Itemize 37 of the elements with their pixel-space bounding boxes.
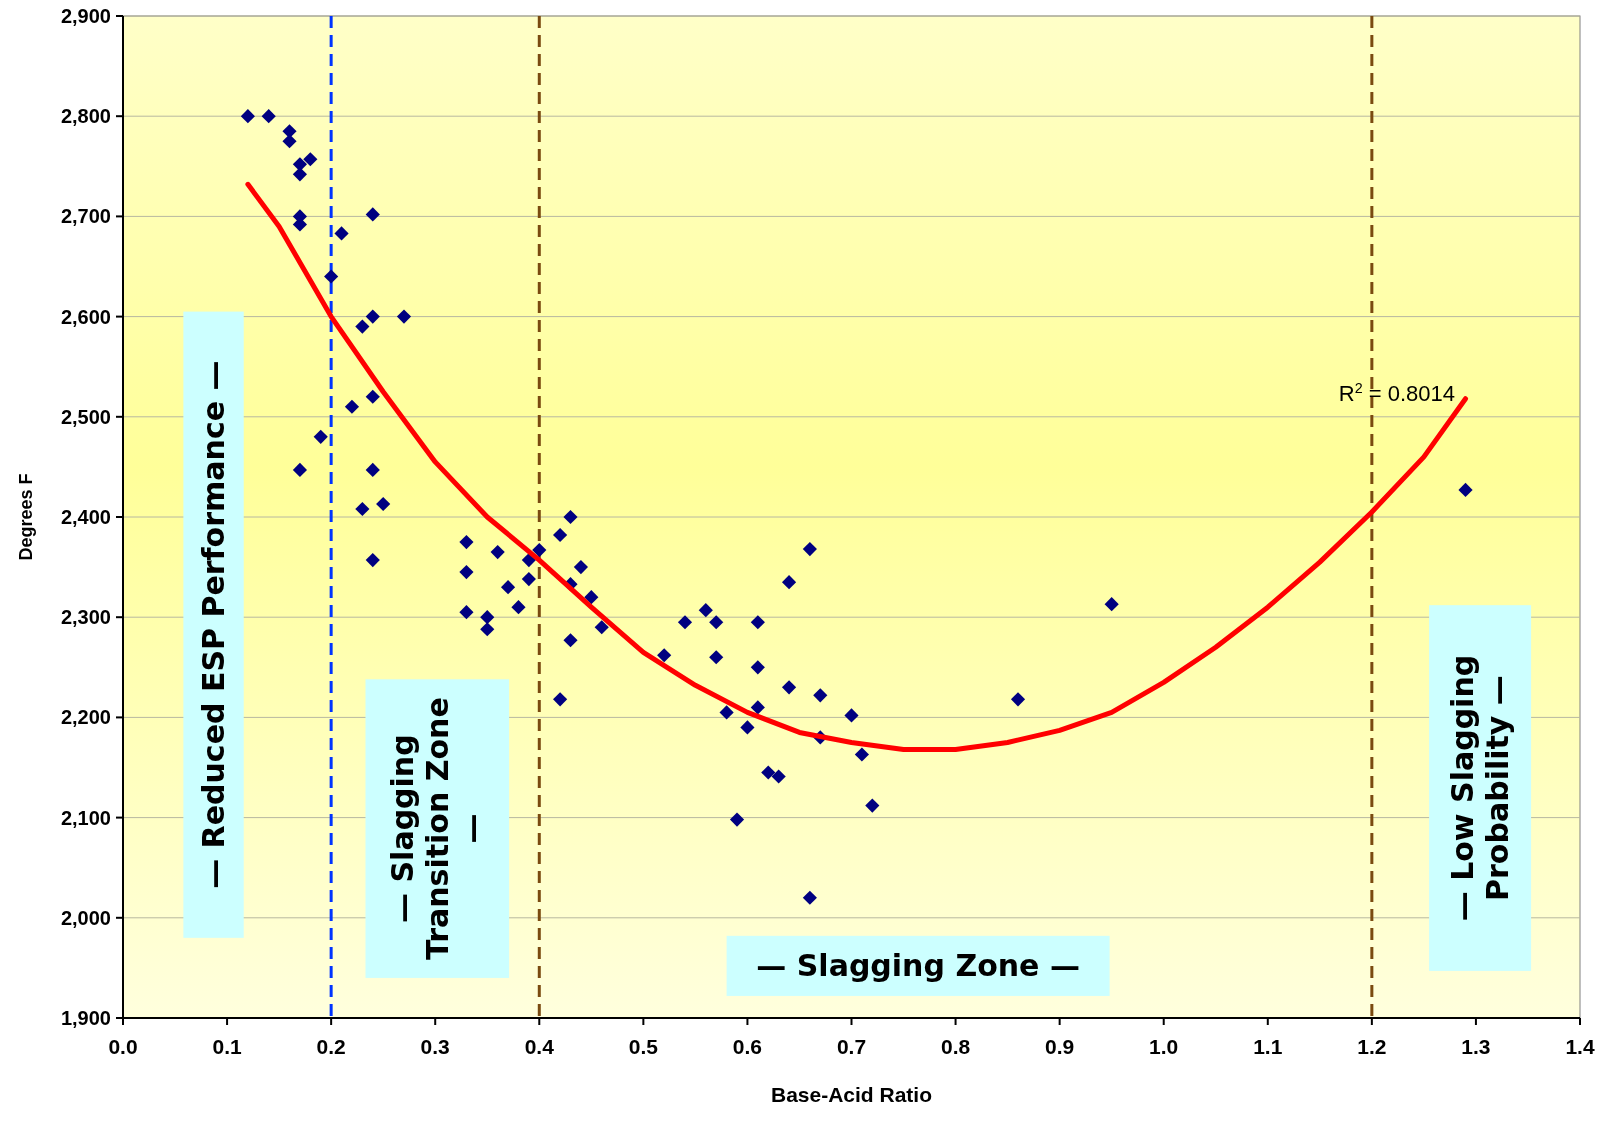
x-tick-label: 0.8 (940, 1035, 971, 1058)
x-axis-title: Base-Acid Ratio (770, 1083, 933, 1106)
x-tick-label: 0.5 (628, 1035, 659, 1058)
text-box: — Slagging Transition Zone — (365, 679, 510, 978)
x-tick-label: 1.2 (1357, 1035, 1387, 1058)
x-tick-label: 0.9 (1045, 1035, 1075, 1058)
annotation: R$^{2}$ = 0.8014 (1338, 380, 1455, 406)
y-axis-title: Degrees F (16, 473, 36, 561)
y-tick-label: 2,900 (60, 5, 111, 27)
text-box: — Low Slagging Probability — (1429, 605, 1532, 971)
y-tick-label: 2,700 (60, 205, 111, 228)
x-tick-label: 1.4 (1565, 1035, 1595, 1058)
x-tick-label: 0.4 (524, 1035, 555, 1058)
x-tick-label: 0.3 (420, 1035, 450, 1058)
y-tick-label: 2,400 (60, 506, 111, 528)
y-tick-label: 2,200 (60, 706, 111, 729)
y-tick-label: 2,100 (60, 806, 111, 829)
annotation: — Low Slagging Probability — (1445, 654, 1515, 922)
annotation: — Slagging Transition Zone — (385, 697, 490, 961)
x-tick-label: 1.3 (1461, 1035, 1491, 1058)
y-tick-label: 1,900 (60, 1007, 111, 1029)
y-tick-label: 2,600 (60, 305, 111, 328)
x-tick-label: 1.0 (1149, 1035, 1179, 1058)
text-box: — Slagging Zone — (726, 935, 1110, 996)
x-tick-label: 0.2 (316, 1035, 346, 1058)
x-tick-label: 0.6 (732, 1035, 763, 1058)
y-tick-label: 2,500 (60, 405, 111, 428)
x-tick-label: 1.1 (1253, 1035, 1283, 1058)
x-tick-label: 0.0 (108, 1035, 138, 1058)
y-tick-label: 2,800 (60, 105, 111, 128)
x-tick-label: 0.7 (836, 1035, 867, 1058)
y-tick-label: 2,300 (60, 606, 111, 629)
annotation: — Slagging Zone — (756, 948, 1080, 984)
annotation: — Reduced ESP Performance — (196, 360, 232, 889)
x-tick-label: 0.1 (212, 1035, 242, 1058)
text-box: — Reduced ESP Performance — (183, 311, 244, 938)
y-tick-label: 2,000 (60, 906, 111, 929)
